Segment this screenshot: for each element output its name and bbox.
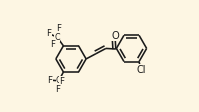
Text: F: F [55, 85, 60, 94]
Text: F: F [50, 40, 55, 49]
Text: C: C [54, 33, 60, 42]
Text: F: F [48, 76, 53, 85]
Text: O: O [111, 31, 119, 41]
Text: F: F [59, 77, 64, 86]
Text: Cl: Cl [137, 65, 146, 75]
Text: F: F [46, 29, 51, 38]
Text: F: F [56, 24, 61, 33]
Text: C: C [56, 76, 61, 85]
